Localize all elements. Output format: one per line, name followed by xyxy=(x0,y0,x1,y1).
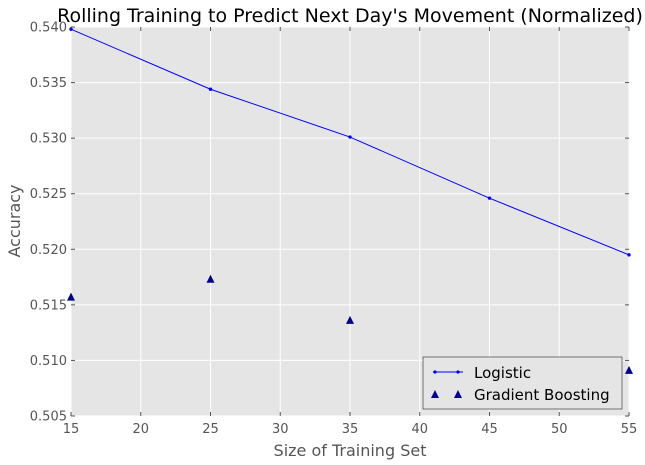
logistic-data-point xyxy=(348,135,352,139)
y-tick-label: 0.505 xyxy=(30,410,67,425)
x-tick-label: 35 xyxy=(342,422,359,437)
y-tick-label: 0.535 xyxy=(30,76,67,91)
gradient-boosting-data-point xyxy=(206,274,215,283)
x-tick-label: 40 xyxy=(411,422,428,437)
gradient-boosting-data-point xyxy=(346,315,354,324)
x-tick-label: 25 xyxy=(202,422,219,437)
legend-box xyxy=(422,356,623,410)
logistic-data-point xyxy=(208,87,213,91)
y-tick-label: 0.520 xyxy=(30,243,67,258)
legend-gradient-boosting-marker xyxy=(454,390,462,398)
gradient-boosting-data-point xyxy=(625,365,633,374)
legend-logistic-marker xyxy=(456,370,460,374)
y-tick-label: 0.530 xyxy=(30,132,67,147)
logistic-data-point xyxy=(487,196,492,200)
series-layer xyxy=(67,27,633,374)
grid-vertical-lines xyxy=(70,27,630,416)
logistic-data-point xyxy=(69,27,73,31)
y-axis-label: Accuracy xyxy=(5,184,24,257)
x-axis-ticks: 15 20 25 30 35 40 45 50 55 xyxy=(63,27,638,437)
y-tick-label: 0.515 xyxy=(30,298,67,313)
gradient-boosting-data-point xyxy=(67,292,75,301)
legend-logistic-marker xyxy=(433,370,437,374)
legend-logistic-label: Logistic xyxy=(474,364,531,382)
chart-title: Rolling Training to Predict Next Day's M… xyxy=(57,5,643,27)
legend-gradient-boosting-marker xyxy=(431,390,439,398)
x-tick-label: 20 xyxy=(132,422,149,437)
x-tick-label: 55 xyxy=(621,422,638,437)
x-tick-label: 15 xyxy=(63,422,80,437)
x-tick-label: 30 xyxy=(272,422,289,437)
y-tick-label: 0.510 xyxy=(30,354,67,369)
legend-gradient-boosting-label: Gradient Boosting xyxy=(474,386,610,404)
x-axis-label: Size of Training Set xyxy=(274,441,427,460)
y-tick-label: 0.525 xyxy=(30,187,67,202)
y-axis-ticks: 0.505 0.510 0.515 0.520 0.525 0.530 0.535 0.540 xyxy=(30,21,629,425)
x-tick-label: 45 xyxy=(481,422,498,437)
y-tick-label: 0.540 xyxy=(30,21,67,36)
logistic-data-point xyxy=(627,253,631,257)
x-tick-label: 50 xyxy=(551,422,568,437)
legend: Logistic Gradient Boosting xyxy=(422,356,623,410)
